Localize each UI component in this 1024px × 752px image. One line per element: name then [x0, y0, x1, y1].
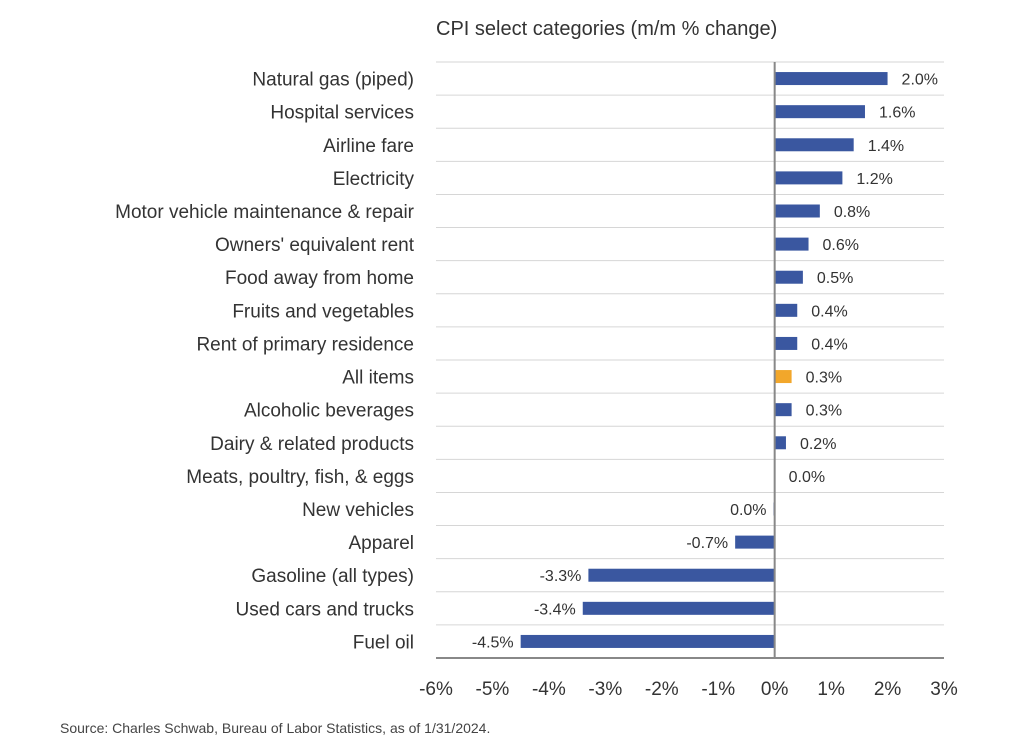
bar	[774, 72, 888, 86]
category-label: Motor vehicle maintenance & repair	[115, 202, 415, 223]
bar	[774, 270, 803, 284]
category-label: Electricity	[333, 169, 415, 190]
category-label: Used cars and trucks	[236, 599, 414, 620]
value-label: 0.0%	[789, 469, 825, 486]
value-label: 2.0%	[902, 72, 938, 89]
value-label: 1.2%	[856, 171, 892, 188]
x-tick-label: -2%	[645, 679, 679, 700]
value-label: -3.3%	[540, 568, 582, 585]
value-label: -3.4%	[534, 601, 576, 618]
bar	[774, 370, 792, 384]
value-label: 0.0%	[730, 502, 766, 519]
category-label: Alcoholic beverages	[244, 401, 414, 422]
value-label: 1.6%	[879, 105, 915, 122]
bar	[774, 204, 820, 218]
value-label: 0.5%	[817, 270, 853, 287]
category-label: Airline fare	[323, 136, 414, 157]
chart-title: CPI select categories (m/m % change)	[436, 18, 778, 40]
value-label: 0.2%	[800, 436, 836, 453]
bar	[735, 535, 775, 549]
category-label: Owners' equivalent rent	[215, 235, 415, 256]
category-label: New vehicles	[302, 500, 414, 521]
x-tick-label: 0%	[761, 679, 789, 700]
category-label: Hospital services	[270, 103, 414, 124]
bar	[774, 171, 843, 185]
value-label: 0.3%	[806, 370, 842, 387]
bar	[774, 403, 792, 417]
x-tick-label: -6%	[419, 679, 453, 700]
category-label: Meats, poultry, fish, & eggs	[186, 467, 414, 488]
x-tick-label: -4%	[532, 679, 566, 700]
value-label: 0.4%	[811, 336, 847, 353]
bar	[774, 237, 809, 251]
source-note: Source: Charles Schwab, Bureau of Labor …	[60, 720, 491, 736]
value-label: 0.3%	[806, 403, 842, 420]
bar	[582, 601, 775, 615]
value-label: 0.8%	[834, 204, 870, 221]
category-label: Fuel oil	[353, 632, 414, 653]
value-label: -0.7%	[686, 535, 728, 552]
category-label: All items	[342, 368, 414, 389]
x-tick-label: 3%	[930, 679, 958, 700]
bar	[774, 303, 798, 317]
category-label: Fruits and vegetables	[232, 301, 414, 322]
x-tick-label: -1%	[701, 679, 735, 700]
bar	[774, 105, 865, 119]
value-label: -4.5%	[472, 634, 514, 651]
category-label: Food away from home	[225, 268, 414, 289]
bar	[774, 436, 786, 450]
x-tick-label: 2%	[874, 679, 902, 700]
category-label: Dairy & related products	[210, 434, 414, 455]
bar	[588, 568, 775, 582]
category-label: Natural gas (piped)	[252, 70, 414, 91]
category-label: Gasoline (all types)	[251, 566, 414, 587]
x-tick-label: -5%	[476, 679, 510, 700]
bar	[774, 138, 854, 152]
category-label: Rent of primary residence	[196, 334, 414, 355]
category-label: Apparel	[349, 533, 415, 554]
x-tick-label: 1%	[817, 679, 845, 700]
bar	[774, 336, 798, 350]
value-label: 1.4%	[868, 138, 904, 155]
x-tick-label: -3%	[588, 679, 622, 700]
value-label: 0.6%	[823, 237, 859, 254]
value-label: 0.4%	[811, 303, 847, 320]
bar	[520, 634, 775, 648]
